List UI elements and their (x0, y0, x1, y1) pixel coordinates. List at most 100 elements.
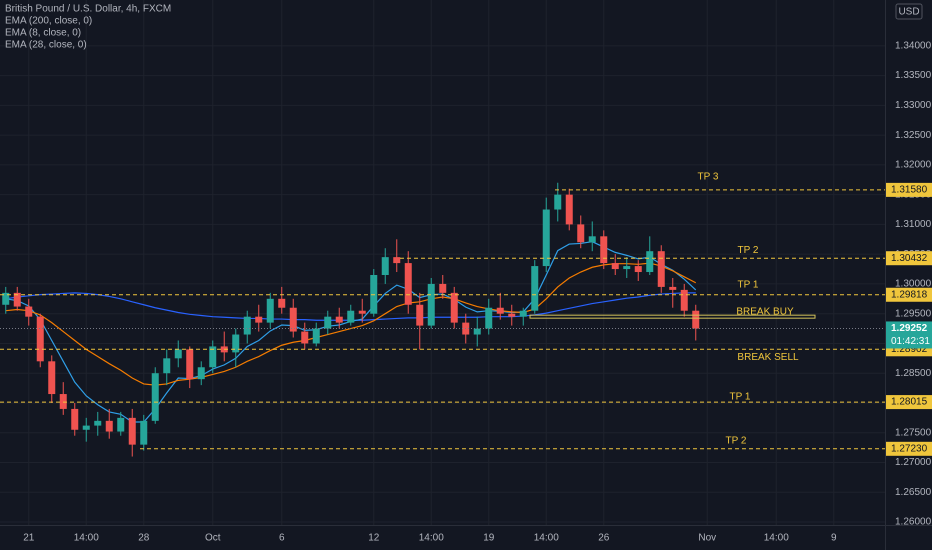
currency-box[interactable] (895, 3, 923, 20)
candle-body (508, 313, 516, 317)
candle-body (358, 310, 366, 314)
currency: USD (898, 7, 919, 18)
level-label: TP 3 (698, 172, 719, 183)
candle-body (692, 310, 700, 329)
y-tick-label: 1.26000 (895, 517, 932, 528)
level-label: BREAK SELL (737, 352, 799, 363)
x-tick-label: 14:00 (419, 533, 444, 544)
level-tag-label: 1.30432 (891, 253, 928, 264)
candle-body (669, 286, 677, 290)
candle-body (186, 349, 194, 380)
x-tick-label: 26 (598, 533, 610, 544)
candle-body (278, 298, 286, 308)
candle-body (25, 306, 33, 317)
candle-body (324, 316, 332, 329)
level-tag-label: 1.29818 (891, 289, 928, 300)
candle-body (416, 304, 424, 326)
candle-body (634, 266, 642, 273)
candle-body (197, 367, 205, 380)
y-tick-label: 1.29500 (895, 308, 932, 319)
level-label: TP 2 (726, 435, 747, 446)
candle-body (450, 292, 458, 323)
x-tick-label: Oct (205, 533, 221, 544)
last-price-label: 1.29252 (891, 323, 928, 334)
ema-line (5, 262, 697, 386)
axis-layer: 1.260001.265001.270001.275001.280001.285… (5, 16, 932, 544)
y-tick-label: 1.26500 (895, 487, 932, 498)
candle-body (531, 266, 539, 311)
y-tick-label: 1.34000 (895, 40, 932, 51)
break-zone (529, 314, 816, 319)
candle-body (94, 420, 102, 426)
candle-body (588, 236, 596, 243)
level-label: BREAK BUY (736, 306, 794, 317)
candle-body (243, 316, 251, 335)
candle-body (2, 292, 10, 305)
x-tick-label: 12 (368, 533, 380, 544)
candle-body (519, 310, 527, 317)
candle-body (174, 349, 182, 359)
level-tag-label: 1.28902 (891, 344, 928, 355)
level-tag (886, 441, 932, 456)
level-tag (886, 395, 932, 410)
candle-body (404, 263, 412, 305)
level-tag-label: 1.27230 (891, 443, 928, 454)
candle-body (381, 257, 389, 275)
level-tag (886, 251, 932, 266)
candle-body (71, 408, 79, 430)
x-tick-label: 14:00 (764, 533, 789, 544)
plot-layer: TP 3 TP 2 TP 1 BREAK BUY BREAK SELL TP 1 TP 2 (0, 172, 885, 457)
candle-body (485, 307, 493, 329)
candle-body (496, 307, 504, 314)
candle-body (611, 263, 619, 270)
y-tick-label: 1.32000 (895, 160, 932, 171)
y-tick-label: 1.28500 (895, 368, 932, 379)
candle-body (117, 417, 125, 432)
level-tag (886, 287, 932, 302)
candle-body (393, 257, 401, 264)
candle-body (565, 194, 573, 225)
x-tick-label: 14:00 (74, 533, 99, 544)
last-price-tag (886, 321, 932, 349)
level-label: TP 1 (738, 279, 759, 290)
candle-body (439, 283, 447, 293)
candle-body (473, 328, 481, 335)
candle-body (335, 316, 343, 323)
level-label: TP 1 (730, 392, 751, 403)
candle-body (266, 298, 274, 323)
y-tick-label: 1.30000 (895, 279, 932, 290)
y-tick-label: 1.32500 (895, 130, 932, 141)
candle-body (255, 316, 263, 323)
x-tick-label: 9 (831, 533, 837, 544)
candle-body (289, 307, 297, 332)
legend-entry: EMA (200, close, 0) (5, 16, 92, 27)
candle-body (59, 394, 67, 409)
candle-body (577, 224, 585, 243)
candle-body (128, 417, 136, 445)
candle-body (623, 266, 631, 270)
x-tick-label: 6 (279, 533, 285, 544)
candle-body (301, 331, 309, 344)
legend-entry: EMA (28, close, 0) (5, 40, 87, 51)
candle-body (48, 361, 56, 395)
candle-body (427, 283, 435, 326)
countdown: 01:42:31 (891, 336, 930, 347)
candle-body (151, 373, 159, 421)
candle-body (680, 289, 688, 311)
candle-body (657, 251, 665, 287)
x-tick-label: 14:00 (534, 533, 559, 544)
level-tag-label: 1.31580 (891, 185, 928, 196)
x-tick-label: 19 (483, 533, 495, 544)
y-tick-label: 1.27500 (895, 427, 932, 438)
x-tick-label: 21 (23, 533, 35, 544)
y-tick-label: 1.33500 (895, 70, 932, 81)
candle-body (82, 425, 90, 430)
y-tick-label: 1.31000 (895, 219, 932, 230)
y-tick-label: 1.33000 (895, 100, 932, 111)
legend-entry: EMA (8, close, 0) (5, 28, 81, 39)
candle-body (140, 420, 148, 445)
candle-body (209, 346, 217, 368)
